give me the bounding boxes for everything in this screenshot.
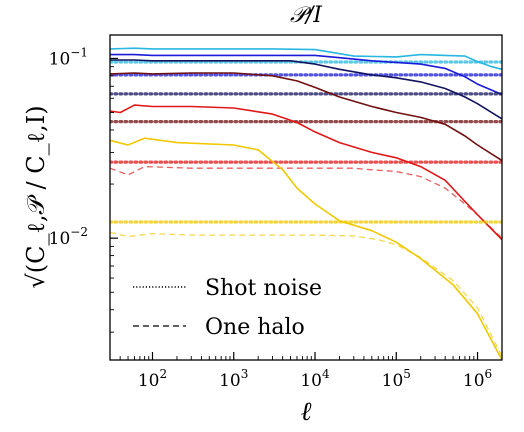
total-line: [110, 137, 502, 360]
total-line: [110, 72, 502, 162]
x-tick-label: 105: [382, 367, 411, 391]
y-tick-label: 10−1: [49, 45, 88, 69]
series-layer: [110, 47, 502, 360]
total-line: [110, 53, 502, 96]
x-axis-label: ℓ: [301, 397, 312, 427]
one-halo-line: [110, 231, 502, 357]
one-halo-line: [110, 165, 502, 239]
x-tick-label: 106: [463, 367, 492, 391]
x-tick-label: 104: [300, 367, 330, 391]
legend-label: One halo: [205, 315, 305, 340]
total-line: [110, 47, 502, 71]
x-tick-label: 102: [138, 367, 167, 391]
chart-title: 𝒫/I: [290, 3, 323, 28]
total-line: [110, 104, 502, 241]
plot-frame: [109, 34, 503, 361]
y-tick-label: 10−2: [49, 225, 88, 249]
legend: Shot noise One halo: [133, 276, 322, 340]
legend-label: Shot noise: [205, 276, 322, 301]
y-axis-label: √(C_ℓ,𝒫 / C_ℓ,I): [22, 105, 50, 288]
x-tick-label: 103: [219, 367, 248, 391]
